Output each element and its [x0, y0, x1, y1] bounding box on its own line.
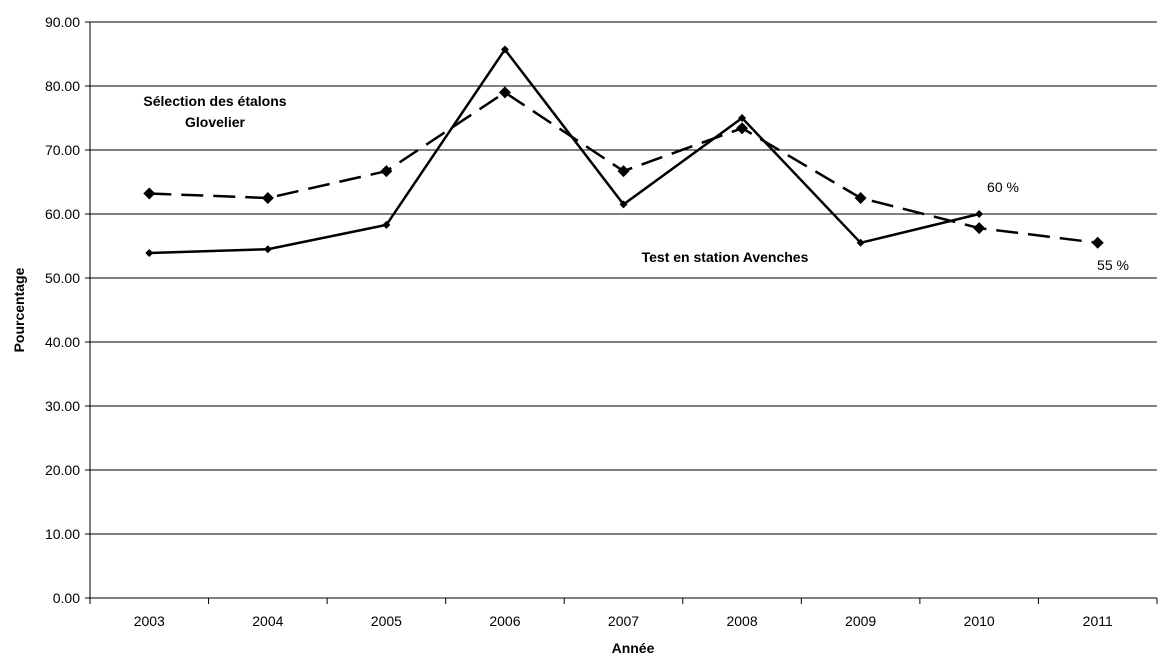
series-0-point-2 — [380, 165, 393, 178]
x-tick-label-2003: 2003 — [134, 613, 165, 629]
series-0-point-8 — [1091, 236, 1104, 249]
series-group — [143, 45, 1104, 258]
y-axis-title: Pourcentage — [11, 267, 27, 352]
annotation-label-2010: 60 % — [987, 179, 1019, 195]
series-0-point-5 — [736, 122, 749, 135]
series-1-point-7 — [975, 210, 984, 218]
annotation-selection-line1: Sélection des étalons — [143, 93, 286, 109]
annotation-test-label: Test en station Avenches — [642, 249, 809, 265]
y-tick-label-60.00: 60.00 — [45, 206, 80, 222]
series-0-point-4 — [617, 165, 630, 178]
x-tick-labels: 2003 2004 2005 2006 2007 2008 2009 2010 2011 — [134, 613, 1113, 629]
x-axis-title: Année — [612, 640, 655, 656]
axes — [85, 21, 1158, 604]
series-line-1 — [149, 47, 980, 255]
series-1-point-6 — [856, 238, 865, 247]
series-1-point-4 — [619, 200, 628, 209]
series-1-point-3 — [500, 45, 509, 54]
series-0-point-1 — [261, 192, 274, 204]
y-tick-label-70.00: 70.00 — [45, 142, 80, 158]
annotation-label-2011: 55 % — [1097, 257, 1129, 273]
series-1-point-1 — [263, 245, 272, 254]
y-tick-label-20.00: 20.00 — [45, 462, 80, 478]
x-tick-label-2010: 2010 — [964, 613, 995, 629]
x-tick-label-2008: 2008 — [726, 613, 757, 629]
y-tick-labels: 0.00 10.00 20.00 30.00 40.00 50.00 60.00 70.00 8… — [45, 14, 80, 606]
x-tick-label-2005: 2005 — [371, 613, 402, 629]
y-tick-label-0.00: 0.00 — [53, 590, 80, 606]
series-0-point-7 — [973, 222, 986, 235]
x-tick-label-2006: 2006 — [489, 613, 520, 629]
y-tick-label-90.00: 90.00 — [45, 14, 80, 30]
annotation-selection-line2: Glovelier — [185, 114, 245, 130]
series-0-point-3 — [498, 86, 511, 99]
x-tick-label-2007: 2007 — [608, 613, 639, 629]
y-tick-label-50.00: 50.00 — [45, 270, 80, 286]
y-tick-label-40.00: 40.00 — [45, 334, 80, 350]
series-1-point-5 — [738, 114, 747, 122]
y-tick-label-30.00: 30.00 — [45, 398, 80, 414]
series-1-point-2 — [382, 220, 391, 229]
gridlines — [90, 21, 1157, 535]
x-tick-label-2011: 2011 — [1083, 613, 1113, 629]
y-tick-label-80.00: 80.00 — [45, 78, 80, 94]
series-0-point-6 — [854, 192, 867, 204]
series-0-point-0 — [143, 187, 156, 200]
series-1-point-0 — [145, 249, 154, 258]
x-tick-label-2009: 2009 — [845, 613, 876, 629]
y-tick-label-10.00: 10.00 — [45, 526, 80, 542]
x-tick-label-2004: 2004 — [252, 613, 283, 629]
